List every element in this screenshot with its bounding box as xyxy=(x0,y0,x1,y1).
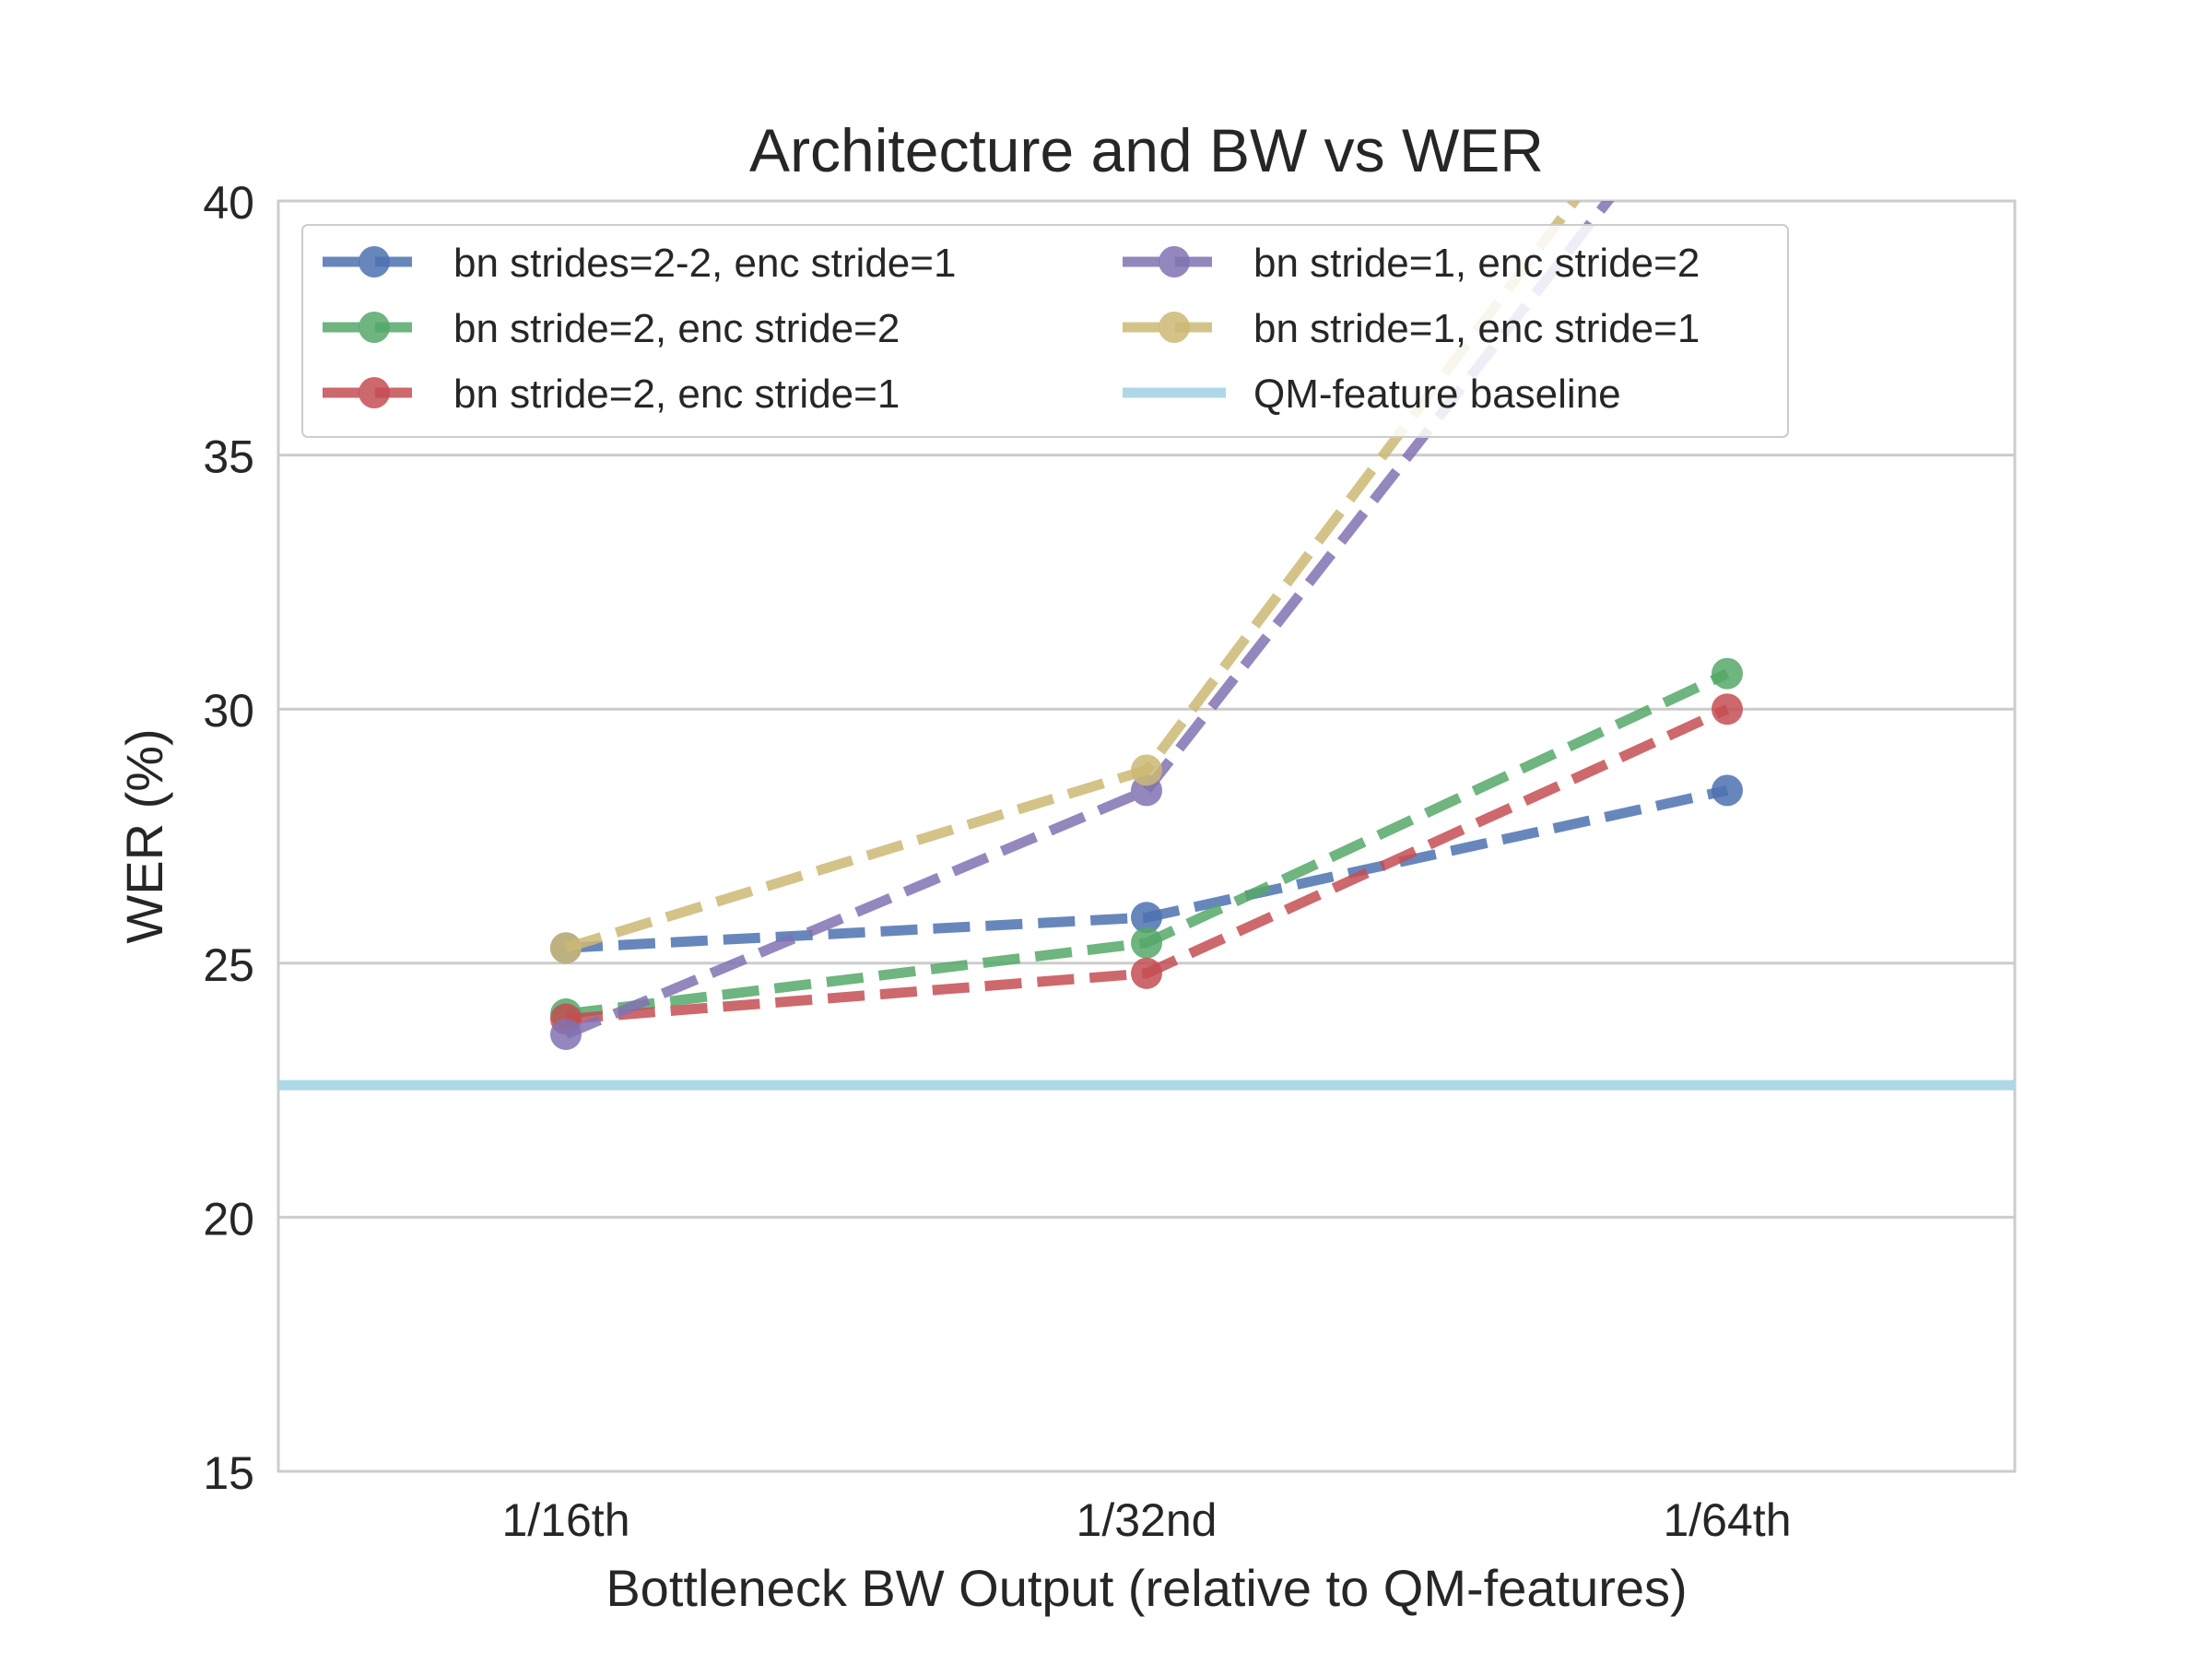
legend-marker-swatch xyxy=(359,377,390,408)
y-tick-label: 40 xyxy=(203,177,254,229)
y-tick-label: 30 xyxy=(203,685,254,737)
legend-item: bn stride=1, enc stride=1 xyxy=(1123,306,1700,351)
legend-item: bn strides=2-2, enc stride=1 xyxy=(323,241,956,286)
legend-marker-swatch xyxy=(359,246,390,277)
data-point-s3-3 xyxy=(1712,693,1743,726)
y-tick-label: 20 xyxy=(203,1193,254,1245)
legend-item: QM-feature baseline xyxy=(1123,372,1621,417)
legend: bn strides=2-2, enc stride=1 bn stride=2,… xyxy=(301,224,1789,438)
x-tick-label: 1/32nd xyxy=(1077,1494,1218,1546)
chart-title: Architecture and BW vs WER xyxy=(749,116,1544,184)
y-tick-label: 15 xyxy=(203,1447,254,1499)
y-tick-label: 25 xyxy=(203,939,254,991)
data-point-s1-3 xyxy=(1712,774,1743,807)
legend-marker-swatch xyxy=(1159,312,1190,343)
legend-marker-swatch xyxy=(1159,246,1190,277)
data-point-s2-2 xyxy=(1131,926,1162,959)
legend-label: bn stride=2, enc stride=2 xyxy=(453,306,900,351)
legend-marker-swatch xyxy=(359,312,390,343)
legend-item: bn stride=2, enc stride=1 xyxy=(323,372,900,417)
data-point-s3-2 xyxy=(1131,957,1162,989)
legend-frame xyxy=(301,224,1789,438)
x-axis-label: Bottleneck BW Output (relative to QM-fea… xyxy=(606,1559,1687,1617)
x-tick-label: 1/64th xyxy=(1663,1494,1791,1546)
data-point-s2-3 xyxy=(1712,657,1743,690)
y-tick-labels: 15 20 25 30 35 40 xyxy=(203,177,254,1499)
y-tick-label: 35 xyxy=(203,431,254,483)
legend-item: bn stride=1, enc stride=2 xyxy=(1123,241,1700,286)
legend-label: bn strides=2-2, enc stride=1 xyxy=(453,241,956,286)
data-point-s5-2 xyxy=(1131,754,1162,786)
x-tick-label: 1/16th xyxy=(501,1494,629,1546)
legend-label: bn stride=1, enc stride=1 xyxy=(1253,306,1700,351)
data-point-s5-1 xyxy=(550,932,582,964)
legend-item: bn stride=2, enc stride=2 xyxy=(323,306,900,351)
legend-label: bn stride=1, enc stride=2 xyxy=(1253,241,1700,286)
y-axis-label: WER (%) xyxy=(115,728,173,943)
series-group xyxy=(550,201,1582,964)
series-layer xyxy=(550,201,1743,1050)
plot-frame xyxy=(276,199,2017,1473)
legend-label: QM-feature baseline xyxy=(1253,372,1621,417)
data-point-s1-2 xyxy=(1131,902,1162,934)
legend-label: bn stride=2, enc stride=1 xyxy=(453,372,900,417)
data-point-s4-1 xyxy=(550,1018,582,1050)
x-tick-labels: 1/16th 1/32nd 1/64th xyxy=(501,1494,1791,1546)
